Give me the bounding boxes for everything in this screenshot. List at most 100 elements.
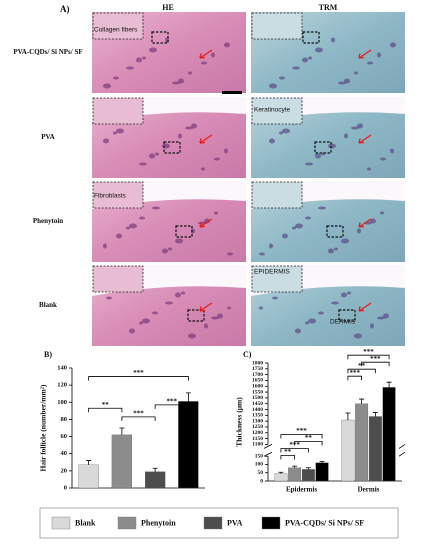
follicle bbox=[354, 333, 362, 339]
legend-swatch bbox=[261, 516, 281, 530]
arrow bbox=[199, 49, 213, 59]
y-tick-label: 60 bbox=[61, 433, 68, 440]
y-tick-label: 1150 bbox=[252, 436, 263, 442]
follicle bbox=[139, 162, 147, 166]
y-tick-label: 150 bbox=[255, 453, 264, 459]
follicle bbox=[331, 37, 335, 43]
inset bbox=[251, 181, 303, 209]
y-tick-label: 40 bbox=[61, 450, 68, 457]
follicle bbox=[188, 71, 192, 75]
bar bbox=[382, 387, 396, 482]
y-tick-label: 140 bbox=[57, 364, 67, 371]
follicle bbox=[103, 138, 109, 144]
error-bar bbox=[185, 392, 191, 402]
inset bbox=[92, 12, 144, 40]
follicle bbox=[272, 296, 278, 300]
legend-label: PVA bbox=[227, 518, 243, 527]
follicle bbox=[162, 248, 168, 254]
follicle bbox=[103, 243, 107, 249]
y-axis-title: Thickness (µm) bbox=[235, 397, 244, 447]
follicle bbox=[302, 57, 308, 63]
follicle bbox=[188, 333, 196, 339]
y-tick-label: 1250 bbox=[252, 424, 263, 430]
y-tick-label: 1700 bbox=[252, 372, 263, 378]
follicle bbox=[155, 152, 159, 156]
arrow bbox=[358, 134, 372, 144]
chart: B) Hair follicle (number/mm²) 0 20 40 60 80 100… bbox=[39, 350, 205, 491]
follicle bbox=[103, 83, 111, 89]
y-tick-label: 100 bbox=[255, 462, 264, 468]
follicle bbox=[142, 318, 150, 324]
follicle bbox=[334, 247, 338, 251]
follicle bbox=[116, 233, 122, 239]
follicle bbox=[214, 157, 220, 161]
follicle bbox=[380, 211, 384, 215]
y-tick-label: 120 bbox=[57, 382, 67, 389]
follicle bbox=[295, 328, 301, 334]
panel-label: B) bbox=[44, 350, 52, 359]
panel-label: A) bbox=[60, 4, 70, 14]
y-axis-title: Hair follicle (number/mm²) bbox=[39, 384, 48, 472]
follicle bbox=[357, 123, 363, 129]
y-tick-label: 1300 bbox=[252, 418, 263, 424]
bar bbox=[341, 419, 355, 482]
follicle bbox=[367, 167, 371, 171]
follicle bbox=[282, 233, 288, 239]
zoom-box bbox=[302, 31, 320, 44]
column-header: HE bbox=[162, 3, 174, 12]
inset-label: Keratinocyte bbox=[254, 107, 291, 114]
follicle bbox=[344, 133, 348, 139]
significance-label: *** bbox=[370, 355, 381, 363]
error-bar bbox=[319, 461, 325, 463]
significance-bracket bbox=[280, 434, 323, 439]
chart: C) Thickness (µm) 0 50 100 150 110011501200125… bbox=[235, 348, 406, 494]
follicle bbox=[139, 321, 143, 325]
arrow bbox=[358, 49, 372, 59]
significance-bracket bbox=[121, 416, 156, 421]
error-bar bbox=[152, 467, 158, 472]
legend-label: Blank bbox=[75, 518, 96, 527]
follicle bbox=[292, 226, 296, 230]
follicle bbox=[305, 162, 313, 166]
follicle bbox=[172, 81, 180, 85]
follicle bbox=[390, 148, 394, 154]
zoom-box bbox=[151, 31, 169, 44]
significance-bracket bbox=[280, 448, 309, 453]
significance-bracket bbox=[347, 368, 376, 374]
inset bbox=[92, 181, 144, 209]
row-label: PVA-CQDs/ Si NPs/ SF bbox=[13, 48, 82, 56]
bar bbox=[78, 464, 99, 489]
significance-label: ** bbox=[305, 434, 313, 442]
follicle bbox=[224, 42, 230, 48]
y-tick-label: 1200 bbox=[252, 430, 263, 436]
follicle bbox=[224, 148, 228, 154]
significance-label: *** bbox=[296, 427, 307, 435]
inset-label: DERMIS bbox=[330, 319, 356, 326]
follicle bbox=[162, 143, 170, 149]
y-tick-label: 1400 bbox=[252, 407, 263, 413]
follicle bbox=[136, 57, 142, 63]
follicle bbox=[315, 153, 321, 159]
inset bbox=[92, 97, 144, 125]
follicle bbox=[178, 78, 184, 84]
error-bar bbox=[119, 427, 125, 435]
follicle bbox=[383, 313, 389, 319]
zoom-box bbox=[326, 225, 344, 238]
zoom-box bbox=[163, 141, 181, 154]
follicle bbox=[269, 83, 277, 89]
legend-swatch bbox=[203, 516, 223, 530]
y-tick-label: 0 bbox=[260, 478, 263, 484]
significance-label: ** bbox=[284, 448, 292, 456]
scale-bar bbox=[222, 91, 242, 94]
follicle bbox=[116, 128, 124, 134]
follicle bbox=[259, 306, 263, 310]
arrow bbox=[358, 302, 372, 312]
y-tick-label: 1100 bbox=[252, 442, 263, 448]
follicle bbox=[328, 248, 334, 254]
error-bar bbox=[359, 398, 365, 404]
y-tick-label: 1550 bbox=[252, 389, 263, 395]
follicle bbox=[191, 123, 197, 129]
follicle bbox=[168, 247, 172, 251]
follicle bbox=[377, 52, 381, 58]
follicle bbox=[149, 153, 155, 159]
